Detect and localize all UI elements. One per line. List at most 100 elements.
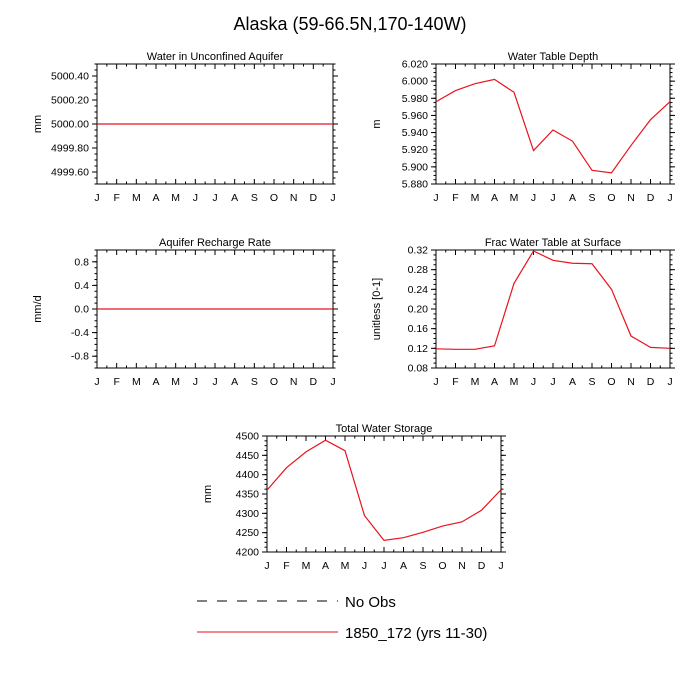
panel-total-water-storage-xtick-label: J [264,560,269,572]
panel-water-table-depth-ytick-label: 5.900 [402,161,428,173]
panel-frac-water-table-at-surface-series-line [435,250,671,350]
panel-total-water-storage-xtick-label: J [498,560,503,572]
panel-aquifer-recharge-rate-xtick-label: J [94,376,99,388]
panel-water-in-unconfined-aquifer-xtick-label: A [231,192,238,204]
panel-water-in-unconfined-aquifer-xtick-label: J [212,192,217,204]
panel-water-table-depth-xtick-label: A [569,192,576,204]
panel-water-table-depth-xtick-label: F [452,192,458,204]
panel-total-water-storage-ylabel: mm [202,485,214,503]
panel-water-in-unconfined-aquifer-xtick-label: J [94,192,99,204]
panel-aquifer-recharge-rate-xtick-label: J [212,376,217,388]
panel-water-table-depth-frame [435,63,671,185]
panel-frac-water-table-at-surface-xtick-label: N [627,376,635,388]
panel-total-water-storage-xtick-label: M [341,560,350,572]
panel-frac-water-table-at-surface-xtick-label: J [550,376,555,388]
panel-total-water-storage-ytick-label: 4250 [236,527,260,539]
panel-total-water-storage-xtick-label: M [302,560,311,572]
panel-water-table-depth-ytick-label: 5.920 [402,144,428,156]
panel-water-in-unconfined-aquifer-xtick-label: S [251,192,258,204]
panel-aquifer-recharge-rate-xtick-label: A [231,376,238,388]
panel-water-table-depth-xtick-label: O [607,192,615,204]
panel-aquifer-recharge-rate-xtick-label: M [171,376,180,388]
panel-water-in-unconfined-aquifer-ytick-label: 4999.60 [51,167,89,179]
panel-water-in-unconfined-aquifer-ylabel: mm [32,115,44,133]
legend-label-model: 1850_172 (yrs 11-30) [345,625,487,642]
panel-total-water-storage-xtick-label: N [458,560,466,572]
panel-frac-water-table-at-surface-xtick-label: A [569,376,576,388]
panel-water-table-depth-xtick-label: J [433,192,438,204]
panel-frac-water-table-at-surface-ytick-label: 0.16 [408,323,429,335]
panel-total-water-storage-ytick-label: 4500 [236,431,260,443]
panel-water-in-unconfined-aquifer-xtick-label: D [310,192,318,204]
panel-frac-water-table-at-surface-ytick-label: 0.20 [408,304,429,316]
panel-aquifer-recharge-rate-xtick-label: J [193,376,198,388]
panel-frac-water-table-at-surface-xtick-label: J [433,376,438,388]
panel-frac-water-table-at-surface-ytick-label: 0.08 [408,363,429,375]
panel-water-table-depth-xtick-label: J [531,192,536,204]
panel-frac-water-table-at-surface-xtick-label: S [588,376,595,388]
panel-total-water-storage-ytick-label: 4300 [236,508,260,520]
panel-water-in-unconfined-aquifer-xtick-label: O [270,192,278,204]
panel-total-water-storage-ytick-label: 4350 [236,489,260,501]
panel-total-water-storage-xtick-label: J [362,560,367,572]
panel-frac-water-table-at-surface-frame [435,249,671,369]
panel-water-in-unconfined-aquifer-xtick-label: J [330,192,335,204]
panel-total-water-storage-series-line [266,439,502,542]
panel-aquifer-recharge-rate-xtick-label: D [310,376,318,388]
figure-title: Alaska (59-66.5N,170-140W) [233,14,466,34]
panel-water-in-unconfined-aquifer-xtick-label: N [290,192,298,204]
panel-total-water-storage-xtick-label: D [478,560,486,572]
panel-aquifer-recharge-rate-xtick-label: O [270,376,278,388]
panel-water-table-depth-xtick-label: A [491,192,498,204]
panel-total-water-storage-title: Total Water Storage [336,423,433,435]
panel-total-water-storage-xtick-label: O [438,560,446,572]
panel-aquifer-recharge-rate-ytick-label: -0.4 [71,327,89,339]
panel-aquifer-recharge-rate-xtick-label: A [152,376,159,388]
panel-water-table-depth-xtick-label: N [627,192,635,204]
panel-frac-water-table-at-surface-xtick-label: J [667,376,672,388]
panel-frac-water-table-at-surface-xtick-label: M [471,376,480,388]
panel-total-water-storage-xtick-label: A [322,560,329,572]
panel-water-in-unconfined-aquifer-xtick-label: M [132,192,141,204]
panel-total-water-storage-ytick-label: 4200 [236,547,260,559]
panel-total-water-storage-frame [266,435,502,553]
panel-water-table-depth-ytick-label: 5.940 [402,127,428,139]
panel-aquifer-recharge-rate-ytick-label: 0.0 [74,304,89,316]
panel-aquifer-recharge-rate-ytick-label: -0.8 [71,351,89,363]
panel-aquifer-recharge-rate-xtick-label: N [290,376,298,388]
panel-water-in-unconfined-aquifer-title: Water in Unconfined Aquifer [147,51,284,63]
panel-water-in-unconfined-aquifer-xtick-label: F [113,192,119,204]
panel-water-table-depth-xtick-label: D [647,192,655,204]
panel-aquifer-recharge-rate-ylabel: mm/d [32,295,44,323]
panel-total-water-storage-ytick-label: 4400 [236,469,260,481]
panel-water-in-unconfined-aquifer-xtick-label: J [193,192,198,204]
panel-water-table-depth-xtick-label: M [471,192,480,204]
panel-frac-water-table-at-surface-ylabel: unitless [0-1] [371,278,383,340]
panel-water-in-unconfined-aquifer-xtick-label: A [152,192,159,204]
panel-water-table-depth-title: Water Table Depth [508,51,599,63]
panel-frac-water-table-at-surface-xtick-label: J [531,376,536,388]
panel-total-water-storage-xtick-label: A [400,560,407,572]
panel-total-water-storage-xtick-label: S [419,560,426,572]
panel-water-table-depth-ytick-label: 6.000 [402,76,428,88]
panel-water-in-unconfined-aquifer-xtick-label: M [171,192,180,204]
panel-water-table-depth-ytick-label: 5.960 [402,110,428,122]
panel-frac-water-table-at-surface-ytick-label: 0.24 [408,284,429,296]
panel-water-in-unconfined-aquifer-ytick-label: 5000.40 [51,71,89,83]
panel-aquifer-recharge-rate-title: Aquifer Recharge Rate [159,237,271,249]
panel-frac-water-table-at-surface-xtick-label: O [607,376,615,388]
panel-total-water-storage-xtick-label: J [381,560,386,572]
panel-aquifer-recharge-rate-xtick-label: S [251,376,258,388]
panel-frac-water-table-at-surface-xtick-label: M [510,376,519,388]
panel-water-in-unconfined-aquifer-ytick-label: 5000.20 [51,95,89,107]
panel-aquifer-recharge-rate-xtick-label: J [330,376,335,388]
panel-frac-water-table-at-surface-ytick-label: 0.28 [408,264,429,276]
panel-aquifer-recharge-rate-xtick-label: F [113,376,119,388]
panel-aquifer-recharge-rate-xtick-label: M [132,376,141,388]
